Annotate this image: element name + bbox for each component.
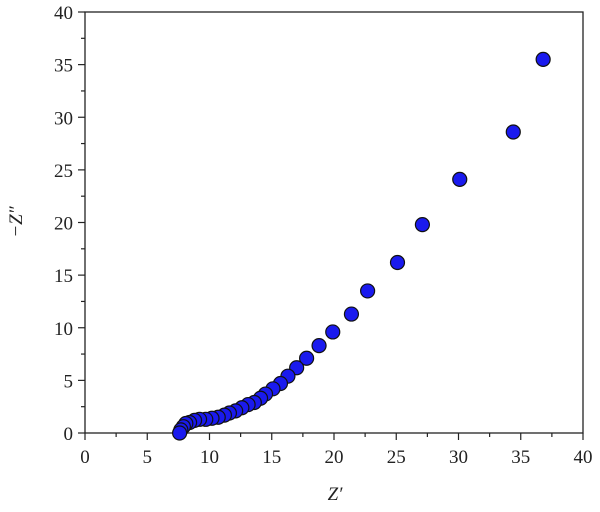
data-point bbox=[325, 324, 341, 340]
x-tick-label: 25 bbox=[387, 447, 406, 468]
y-tick-label: 15 bbox=[54, 266, 73, 287]
data-point bbox=[535, 51, 551, 67]
data-point bbox=[505, 124, 521, 140]
y-tick-label: 5 bbox=[64, 371, 74, 392]
y-tick-label: 30 bbox=[54, 108, 73, 129]
y-tick-label: 0 bbox=[64, 424, 74, 445]
y-axis-label: −Z″ bbox=[6, 205, 27, 237]
data-point bbox=[172, 425, 188, 441]
data-point bbox=[414, 217, 430, 233]
data-point bbox=[452, 171, 468, 187]
x-axis-label: Z′ bbox=[328, 484, 344, 505]
x-tick-label: 20 bbox=[325, 447, 344, 468]
y-tick-label: 25 bbox=[54, 161, 73, 182]
x-tick-label: 30 bbox=[449, 447, 468, 468]
data-point bbox=[311, 338, 327, 354]
y-tick-label: 35 bbox=[54, 56, 73, 77]
x-tick-label: 0 bbox=[80, 447, 90, 468]
x-tick-label: 15 bbox=[262, 447, 281, 468]
y-tick-label: 40 bbox=[54, 3, 73, 24]
x-tick-label: 5 bbox=[143, 447, 153, 468]
data-point bbox=[299, 350, 315, 366]
x-tick-label: 35 bbox=[511, 447, 530, 468]
data-point bbox=[343, 306, 360, 322]
data-point bbox=[389, 254, 406, 271]
plot-frame bbox=[84, 11, 584, 434]
y-tick-label: 10 bbox=[54, 319, 73, 340]
data-point bbox=[360, 283, 376, 299]
x-tick-label: 10 bbox=[200, 447, 219, 468]
x-tick-label: 40 bbox=[574, 447, 593, 468]
y-tick-label: 20 bbox=[54, 214, 73, 235]
